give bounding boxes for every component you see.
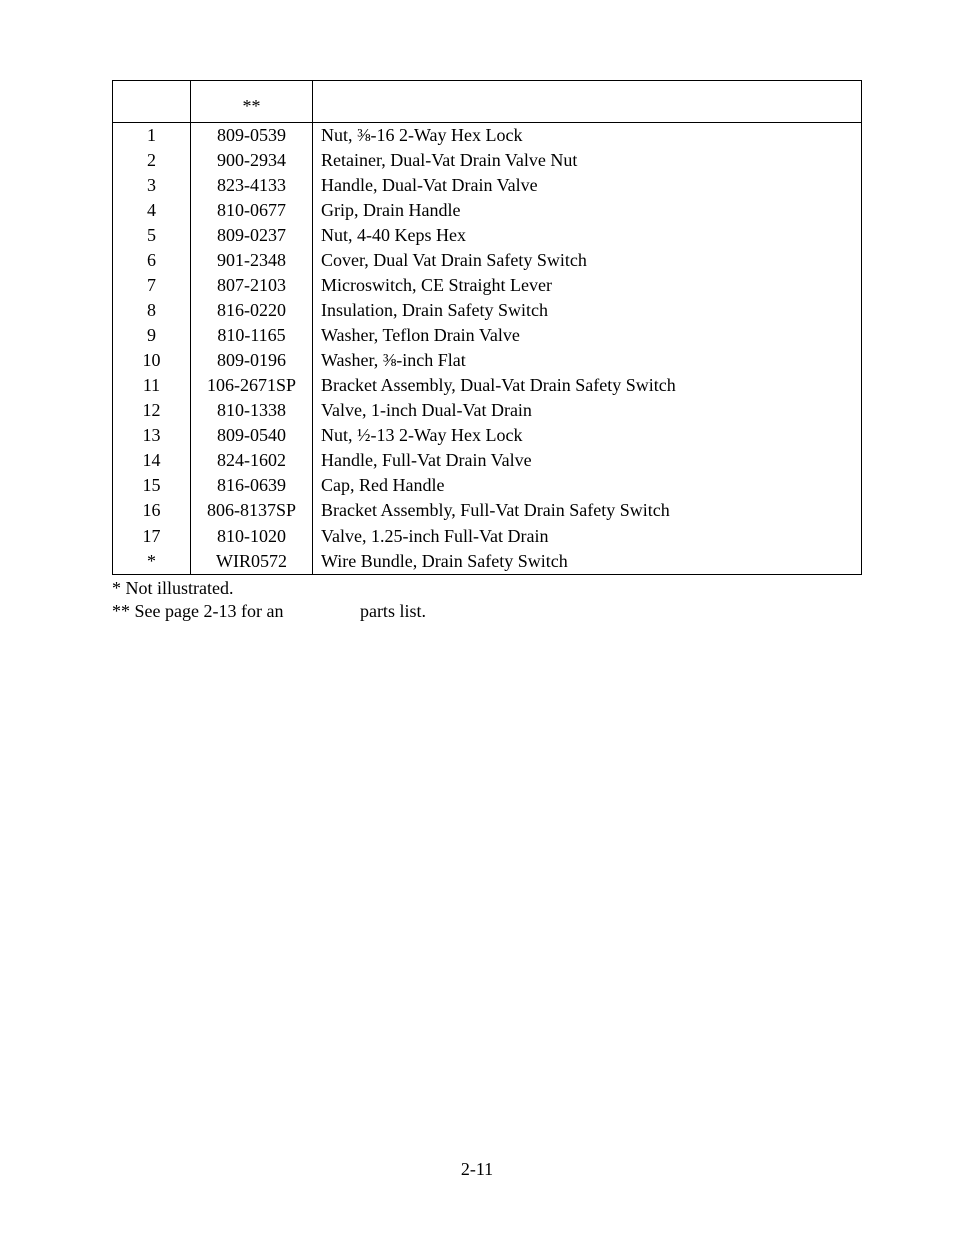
- cell-description: Handle, Full-Vat Drain Valve: [313, 448, 862, 473]
- cell-item: 11: [113, 373, 191, 398]
- cell-part: 809-0237: [191, 223, 313, 248]
- table-row: 16806-8137SPBracket Assembly, Full-Vat D…: [113, 498, 862, 523]
- cell-item: 4: [113, 198, 191, 223]
- cell-item: 7: [113, 273, 191, 298]
- cell-description: Grip, Drain Handle: [313, 198, 862, 223]
- table-row: 1809-0539Nut, ⅜-16 2-Way Hex Lock: [113, 123, 862, 149]
- cell-description: Cap, Red Handle: [313, 473, 862, 498]
- cell-part: 900-2934: [191, 148, 313, 173]
- cell-description: Nut, ½-13 2-Way Hex Lock: [313, 423, 862, 448]
- cell-description: Wire Bundle, Drain Safety Switch: [313, 549, 862, 575]
- table-row: 15816-0639Cap, Red Handle: [113, 473, 862, 498]
- table-row: 10809-0196Washer, ⅜-inch Flat: [113, 348, 862, 373]
- cell-item: 6: [113, 248, 191, 273]
- cell-item: *: [113, 549, 191, 575]
- cell-item: 15: [113, 473, 191, 498]
- cell-part: 824-1602: [191, 448, 313, 473]
- cell-item: 2: [113, 148, 191, 173]
- table-row: 8816-0220Insulation, Drain Safety Switch: [113, 298, 862, 323]
- cell-description: Washer, Teflon Drain Valve: [313, 323, 862, 348]
- cell-part: 810-1020: [191, 524, 313, 549]
- cell-item: 3: [113, 173, 191, 198]
- cell-description: Valve, 1.25-inch Full-Vat Drain: [313, 524, 862, 549]
- cell-part: 807-2103: [191, 273, 313, 298]
- footnotes: * Not illustrated. ** See page 2-13 for …: [112, 577, 954, 624]
- table-row: 7807-2103Microswitch, CE Straight Lever: [113, 273, 862, 298]
- footnote-2-suffix: parts list.: [355, 601, 426, 621]
- table-row: 3823-4133Handle, Dual-Vat Drain Valve: [113, 173, 862, 198]
- parts-table-container: ** 1809-0539Nut, ⅜-16 2-Way Hex Lock2900…: [112, 80, 862, 575]
- cell-part: 816-0639: [191, 473, 313, 498]
- footnote-1: * Not illustrated.: [112, 577, 954, 600]
- table-row: 17810-1020Valve, 1.25-inch Full-Vat Drai…: [113, 524, 862, 549]
- cell-item: 12: [113, 398, 191, 423]
- cell-part: 809-0540: [191, 423, 313, 448]
- cell-item: 10: [113, 348, 191, 373]
- table-row: *WIR0572Wire Bundle, Drain Safety Switch: [113, 549, 862, 575]
- cell-part: WIR0572: [191, 549, 313, 575]
- cell-description: Valve, 1-inch Dual-Vat Drain: [313, 398, 862, 423]
- table-row: 4810-0677Grip, Drain Handle: [113, 198, 862, 223]
- cell-description: Nut, ⅜-16 2-Way Hex Lock: [313, 123, 862, 149]
- cell-part: 809-0539: [191, 123, 313, 149]
- page-number: 2-11: [0, 1159, 954, 1180]
- cell-description: Insulation, Drain Safety Switch: [313, 298, 862, 323]
- cell-part: 810-1338: [191, 398, 313, 423]
- cell-description: Nut, 4-40 Keps Hex: [313, 223, 862, 248]
- header-item: [113, 81, 191, 123]
- header-part-marker: **: [243, 96, 261, 116]
- cell-part: 901-2348: [191, 248, 313, 273]
- cell-description: Washer, ⅜-inch Flat: [313, 348, 862, 373]
- table-row: 13809-0540Nut, ½-13 2-Way Hex Lock: [113, 423, 862, 448]
- cell-part: 823-4133: [191, 173, 313, 198]
- header-part: **: [191, 81, 313, 123]
- cell-description: Handle, Dual-Vat Drain Valve: [313, 173, 862, 198]
- cell-part: 810-0677: [191, 198, 313, 223]
- cell-item: 17: [113, 524, 191, 549]
- cell-description: Bracket Assembly, Dual-Vat Drain Safety …: [313, 373, 862, 398]
- cell-part: 810-1165: [191, 323, 313, 348]
- footnote-2: ** See page 2-13 for an parts list.: [112, 600, 954, 623]
- table-header-row: **: [113, 81, 862, 123]
- cell-item: 16: [113, 498, 191, 523]
- header-description: [313, 81, 862, 123]
- cell-item: 14: [113, 448, 191, 473]
- cell-part: 809-0196: [191, 348, 313, 373]
- cell-item: 8: [113, 298, 191, 323]
- table-row: 2900-2934Retainer, Dual-Vat Drain Valve …: [113, 148, 862, 173]
- table-row: 11106-2671SPBracket Assembly, Dual-Vat D…: [113, 373, 862, 398]
- table-row: 12810-1338Valve, 1-inch Dual-Vat Drain: [113, 398, 862, 423]
- table-row: 14824-1602Handle, Full-Vat Drain Valve: [113, 448, 862, 473]
- cell-part: 806-8137SP: [191, 498, 313, 523]
- cell-part: 106-2671SP: [191, 373, 313, 398]
- table-row: 6901-2348Cover, Dual Vat Drain Safety Sw…: [113, 248, 862, 273]
- cell-description: Bracket Assembly, Full-Vat Drain Safety …: [313, 498, 862, 523]
- cell-item: 9: [113, 323, 191, 348]
- cell-item: 13: [113, 423, 191, 448]
- parts-table: ** 1809-0539Nut, ⅜-16 2-Way Hex Lock2900…: [112, 80, 862, 575]
- cell-item: 1: [113, 123, 191, 149]
- cell-description: Retainer, Dual-Vat Drain Valve Nut: [313, 148, 862, 173]
- footnote-2-prefix: ** See page 2-13 for an: [112, 601, 288, 621]
- cell-part: 816-0220: [191, 298, 313, 323]
- table-row: 9810-1165Washer, Teflon Drain Valve: [113, 323, 862, 348]
- cell-description: Microswitch, CE Straight Lever: [313, 273, 862, 298]
- cell-item: 5: [113, 223, 191, 248]
- cell-description: Cover, Dual Vat Drain Safety Switch: [313, 248, 862, 273]
- table-row: 5809-0237Nut, 4-40 Keps Hex: [113, 223, 862, 248]
